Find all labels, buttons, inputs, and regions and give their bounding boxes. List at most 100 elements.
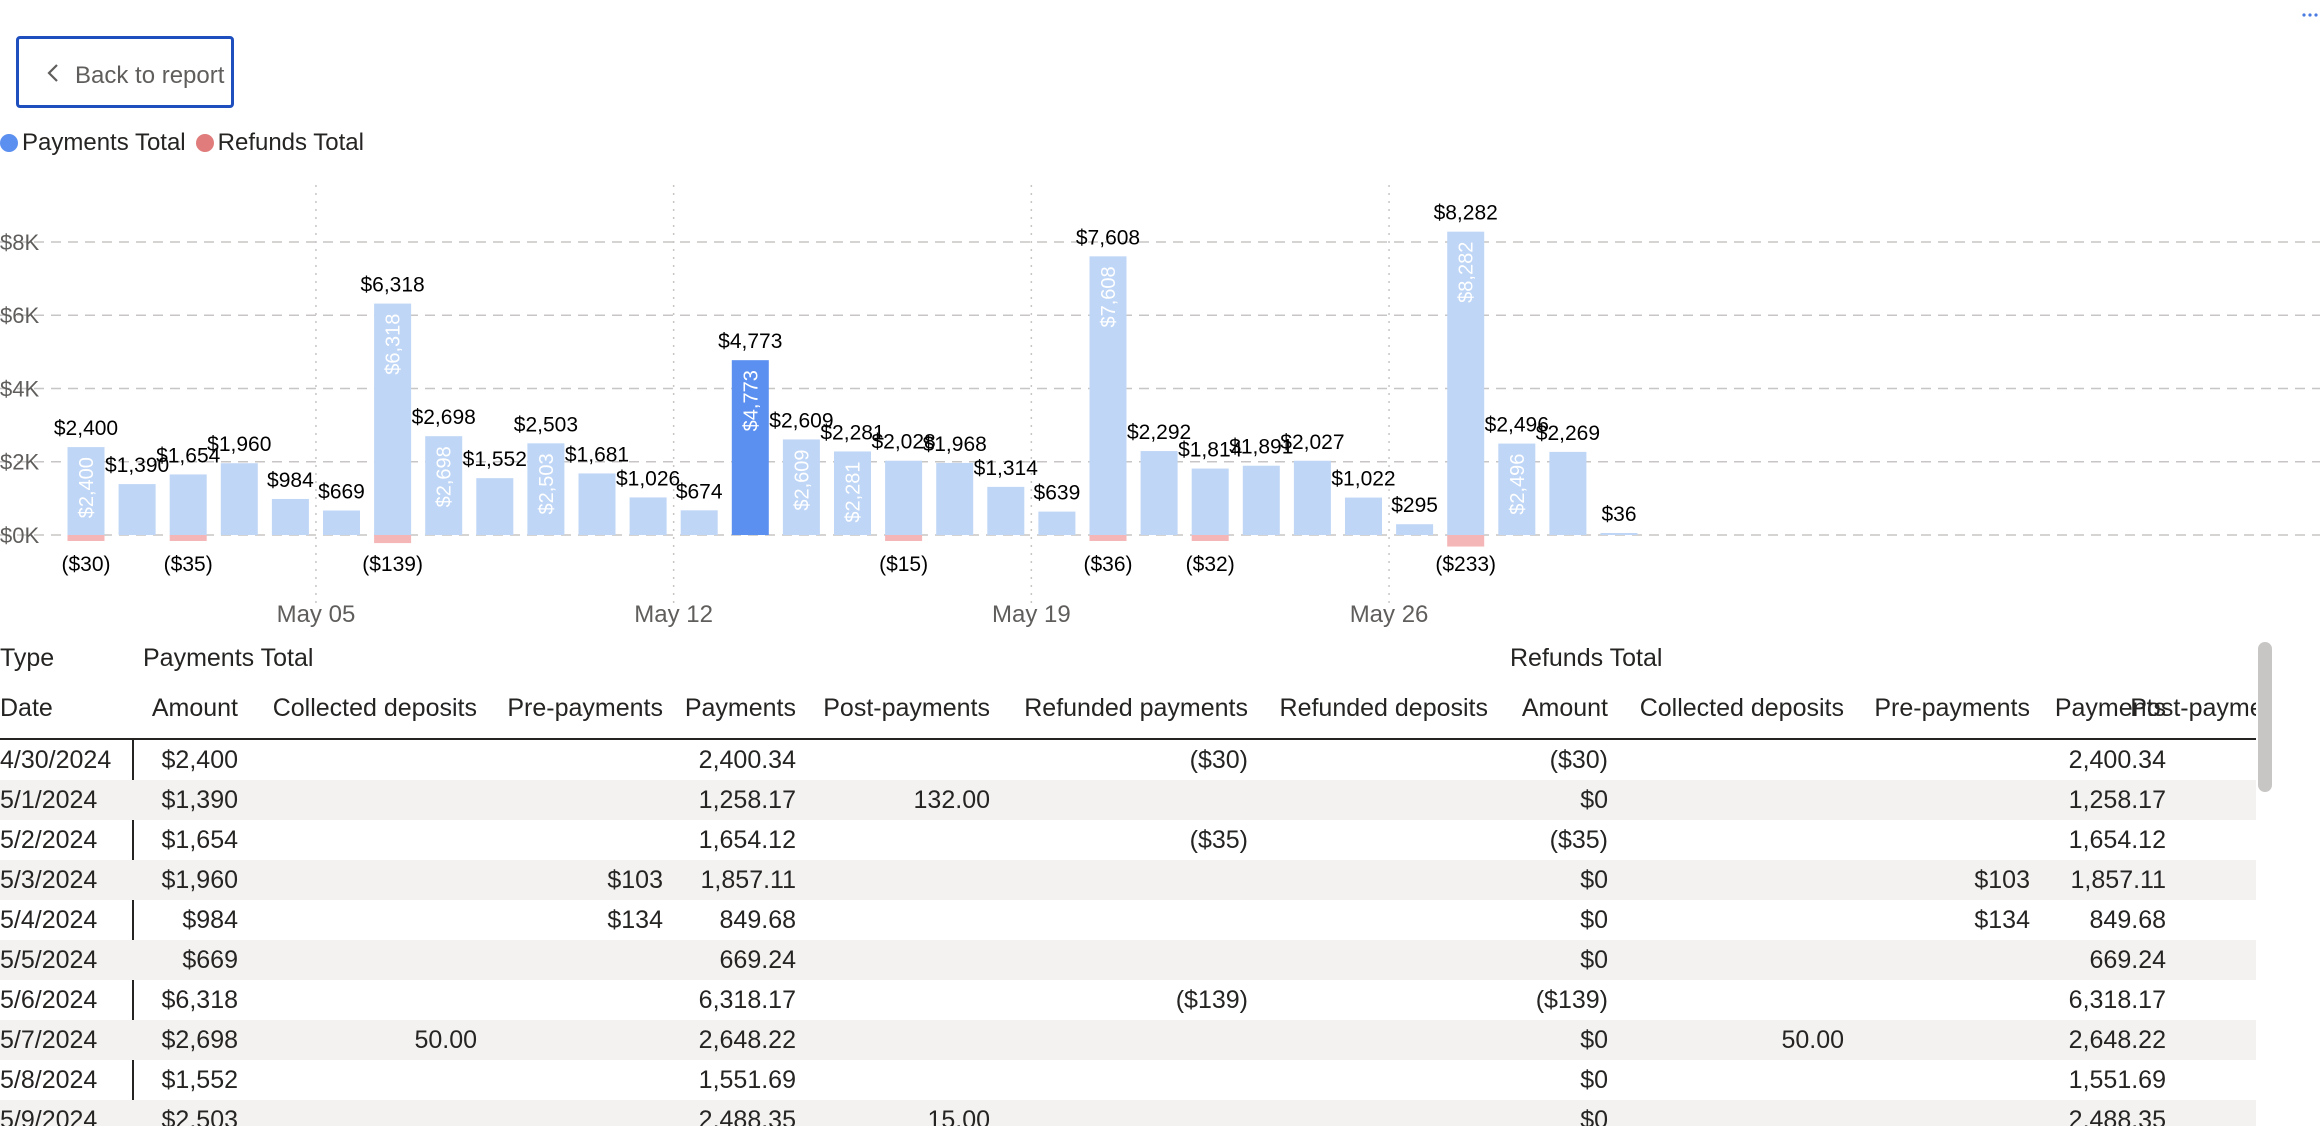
- refunds-bar: [885, 535, 923, 541]
- payments-inner-label: $2,609: [791, 449, 813, 510]
- table-row-header-cell: 5/1/2024: [0, 786, 98, 814]
- payments-bar: [1498, 443, 1536, 535]
- payments-data-label: $984: [267, 469, 314, 492]
- payments-inner-label: $8,282: [1456, 242, 1478, 303]
- table-row: 5/4/2024 $984 $134 849.68 $0 $134 849.68: [0, 900, 2256, 940]
- table-column-header[interactable]: Collected deposits: [1639, 694, 1844, 722]
- refunds-bar: [169, 535, 207, 541]
- table-column-header[interactable]: Post-payments: [823, 694, 990, 722]
- table-column-header[interactable]: Date: [0, 694, 53, 722]
- more-options-icon[interactable]: [2300, 10, 2320, 20]
- table-cell: 1,654.12: [698, 826, 796, 854]
- payments-bar: [782, 439, 820, 535]
- payments-bar: [67, 447, 105, 535]
- x-tick-label: May 26: [1350, 601, 1429, 628]
- refunds-data-label: ($15): [879, 553, 928, 576]
- table-cell: $103: [607, 866, 663, 894]
- payments-bar: [271, 498, 309, 535]
- payments-bar: [629, 497, 667, 535]
- table-cell: 2,648.22: [698, 1026, 796, 1054]
- table-column-header[interactable]: Refunded payments: [1024, 694, 1248, 722]
- refunds-data-label: ($35): [164, 553, 213, 576]
- chart-legend: Payments Total Refunds Total: [0, 128, 374, 158]
- y-tick-label: $2K: [0, 450, 39, 475]
- payments-inner-label: $7,608: [1098, 266, 1120, 327]
- payments-data-label: $1,960: [207, 433, 271, 456]
- payments-data-label: $7,608: [1076, 226, 1140, 249]
- payments-bar: [220, 463, 258, 535]
- refunds-data-label: ($30): [61, 553, 110, 576]
- table-cell: 2,400.34: [698, 746, 796, 774]
- table-cell: 849.68: [719, 906, 796, 934]
- payments-data-label: $2,027: [1280, 431, 1344, 454]
- payments-data-label: $1,026: [616, 467, 680, 490]
- table-cell: ($139): [1535, 986, 1608, 1014]
- table-row-header-cell: 5/2/2024: [0, 826, 98, 854]
- payments-bar: [374, 303, 412, 535]
- table-column-header[interactable]: Collected deposits: [272, 694, 477, 722]
- table-cell: $1,390: [161, 786, 238, 814]
- payments-inner-label: $2,698: [434, 446, 456, 507]
- table-row: 5/2/2024 $1,654 1,654.12 ($35) ($35) 1,654.12: [0, 820, 2256, 860]
- refunds-data-label: ($233): [1435, 553, 1496, 576]
- payments-data-label: $1,022: [1331, 468, 1395, 491]
- table-cell: 1,551.69: [2068, 1066, 2166, 1094]
- table-column-header[interactable]: Post-payments: [2130, 694, 2256, 722]
- payments-data-label: $669: [318, 480, 365, 503]
- table-cell: 15.00: [927, 1106, 990, 1126]
- table-row: 5/9/2024 $2,503 2,488.35 15.00 $0 2,488.35: [0, 1100, 2256, 1126]
- payments-inner-label: $2,400: [76, 457, 98, 518]
- table-cell: 2,488.35: [698, 1106, 796, 1126]
- legend-item-payments[interactable]: Payments Total: [0, 129, 186, 157]
- table-column-header[interactable]: Payments: [2054, 694, 2166, 722]
- table-group-header-row: Type Payments Total Refunds Total: [0, 638, 2256, 678]
- table-cell: $2,503: [161, 1106, 238, 1126]
- payments-data-label: $295: [1391, 494, 1438, 517]
- legend-dot-refunds: [195, 134, 214, 152]
- table-column-header[interactable]: Pre-payments: [507, 694, 663, 722]
- table-row-header-cell: 5/8/2024: [0, 1066, 98, 1094]
- back-to-report-button[interactable]: Back to report: [16, 36, 234, 108]
- table-cell: 50.00: [1781, 1026, 1844, 1054]
- payments-bar: [118, 484, 156, 535]
- table-column-header[interactable]: Refunded deposits: [1279, 694, 1488, 722]
- table-row: 5/7/2024 $2,698 50.00 2,648.22 $0 50.00 2,648.…: [0, 1020, 2256, 1060]
- table-cell: 1,551.69: [698, 1066, 796, 1094]
- table-header-divider: [0, 738, 2256, 740]
- table-column-header-row: Date Amount Collected deposits Pre-payments…: [0, 688, 2256, 728]
- table-row-header-cell: 5/4/2024: [0, 906, 98, 934]
- table-column-header[interactable]: Pre-payments: [1874, 694, 2030, 722]
- payments-inner-label: $2,503: [536, 453, 558, 514]
- payments-bar: [476, 478, 514, 535]
- table-cell: $2,698: [161, 1026, 238, 1054]
- payments-data-label: $1,968: [923, 433, 987, 456]
- table-row: 5/1/2024 $1,390 1,258.17 132.00 $0 1,258.17: [0, 780, 2256, 820]
- x-tick-label: May 12: [634, 601, 713, 628]
- table-body: 4/30/2024 $2,400 2,400.34 ($30) ($30) 2,400.3…: [0, 740, 2256, 1126]
- table-vertical-scrollbar[interactable]: [2258, 642, 2272, 792]
- x-tick-label: May 05: [277, 601, 356, 628]
- table-cell: $0: [1580, 946, 1608, 974]
- payments-data-label: $1,654: [156, 444, 221, 467]
- table-column-header[interactable]: Amount: [151, 694, 238, 722]
- table-column-header[interactable]: Amount: [1521, 694, 1608, 722]
- payments-bar: [987, 486, 1025, 535]
- payments-bar: [323, 510, 360, 535]
- table-row-header-divider: [132, 738, 134, 1126]
- table-cell: $1,654: [161, 826, 238, 854]
- payments-bar: [680, 510, 718, 535]
- table-cell: 1,258.17: [698, 786, 796, 814]
- payments-bar: [1293, 460, 1331, 535]
- legend-label-payments: Payments Total: [22, 129, 186, 156]
- payments-bar: [1345, 497, 1382, 535]
- legend-item-refunds[interactable]: Refunds Total: [195, 129, 364, 157]
- payments-bar: [885, 460, 923, 535]
- payments-data-label: $1,681: [565, 443, 629, 466]
- payments-bar: [1140, 451, 1178, 535]
- refunds-bar: [1447, 535, 1485, 547]
- table-row-header-cell: 4/30/2024: [0, 746, 112, 774]
- payments-inner-label: $2,281: [843, 461, 865, 522]
- y-tick-label: $4K: [0, 376, 39, 401]
- table-column-header[interactable]: Payments: [684, 694, 796, 722]
- payments-data-label: $674: [676, 480, 723, 503]
